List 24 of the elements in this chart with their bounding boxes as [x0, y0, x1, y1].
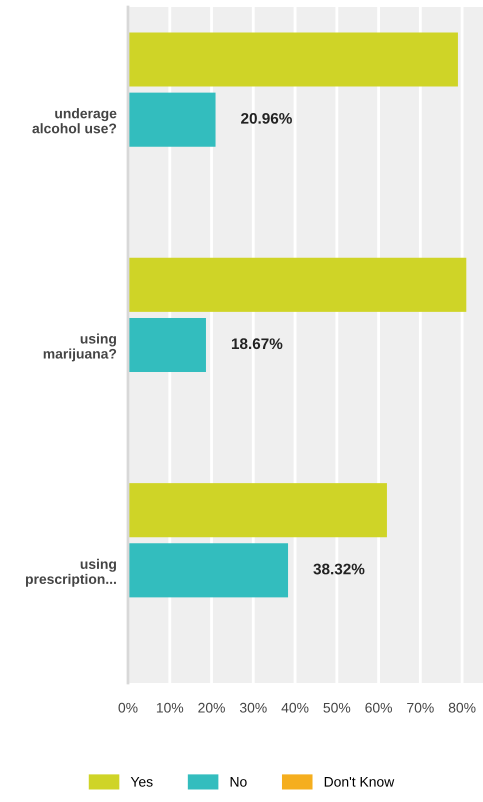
x-tick-label: 60% [365, 702, 392, 713]
data-label: 38.32% [313, 564, 364, 574]
bar [128, 92, 216, 147]
x-tick-label: 30% [240, 702, 267, 713]
x-tick-label: 80% [448, 702, 476, 713]
x-tick-label: 70% [407, 702, 434, 713]
x-tick-label: 20% [198, 702, 225, 713]
y-tick-label: using marijuana? [44, 333, 116, 362]
x-tick-label: 10% [156, 702, 184, 713]
legend-label: Don't Know [324, 777, 394, 787]
x-tick-label: 50% [323, 702, 350, 713]
bar [128, 318, 206, 372]
x-tick-label: 0% [118, 702, 138, 713]
data-label: 18.67% [232, 338, 282, 350]
legend-label: Yes [130, 777, 153, 787]
data-label: 20.96% [241, 112, 292, 124]
bar [128, 543, 288, 598]
x-tick-label: 40% [281, 702, 308, 713]
y-tick-label: underage alcohol use? [32, 108, 116, 134]
bar [128, 258, 466, 312]
bar [128, 483, 387, 538]
legend-label: No [230, 777, 247, 787]
y-tick-label: using prescription... [26, 558, 116, 587]
bar [128, 32, 458, 87]
